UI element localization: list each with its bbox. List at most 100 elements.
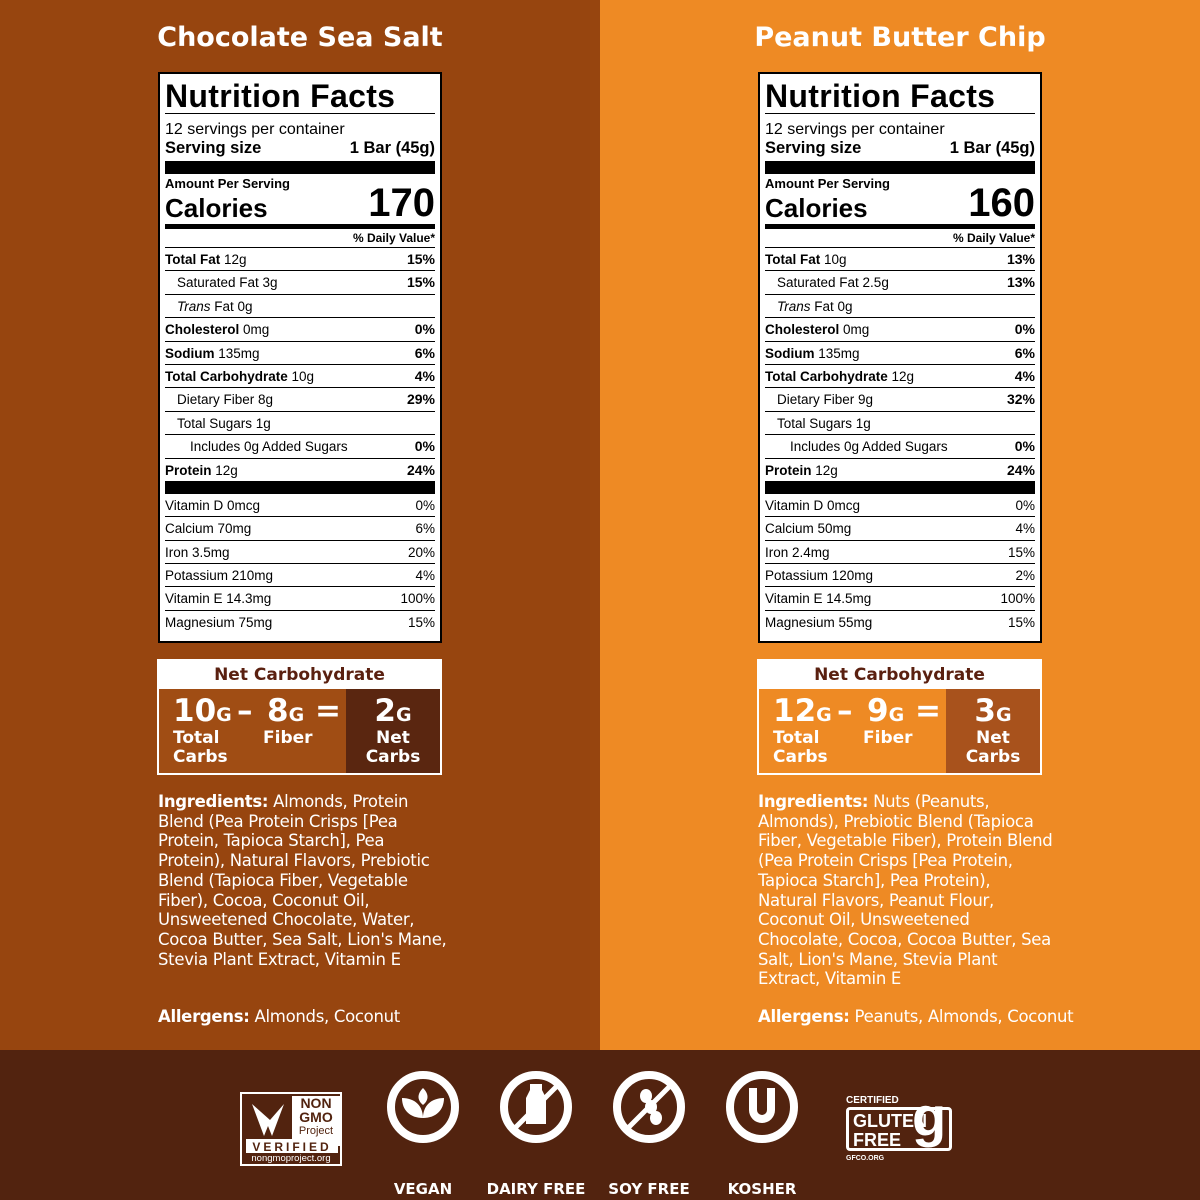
daily-value: 32% <box>1006 391 1035 408</box>
daily-value: 0% <box>414 438 435 455</box>
vitamin-row: Potassium 120mg 2% <box>765 564 1035 588</box>
product-panel: Chocolate Sea Salt Nutrition Facts 12 se… <box>0 0 600 1050</box>
nutrient-row: Total Fat 10g 13% <box>765 248 1035 272</box>
nutrient-amount: Fat 0g <box>814 298 853 314</box>
vitamin-row: Iron 2.4mg 15% <box>765 541 1035 565</box>
fiber-value: 8G <box>267 693 305 729</box>
nutrient-row: Saturated Fat 2.5g 13% <box>765 271 1035 295</box>
nutrient-name: Cholesterol <box>165 322 240 338</box>
serving-size: Serving size 1 Bar (45g) <box>165 138 435 158</box>
vitamin-name: Vitamin D 0mcg <box>165 497 261 513</box>
amount-per-serving: Amount Per Serving <box>165 176 290 191</box>
total-carbs-value: 10G <box>173 693 232 729</box>
nutrient-amount: Dietary Fiber 9g <box>777 392 874 408</box>
servings-per-container: 12 servings per container <box>765 121 945 138</box>
allergens-label: Allergens: <box>158 1007 250 1026</box>
daily-value: 0% <box>1014 321 1035 338</box>
vitamin-row: Vitamin D 0mcg 0% <box>165 494 435 518</box>
fiber-label: Fiber <box>263 728 313 748</box>
nutrient-row: Total Carbohydrate 10g 4% <box>165 365 435 389</box>
badge-label: KOSHER <box>727 1180 797 1198</box>
badge-label: VEGAN <box>393 1180 453 1198</box>
serving-size-value: 1 Bar (45g) <box>349 139 435 157</box>
badge-dairy-free: DAIRY FREE <box>487 1070 585 1198</box>
gluten-free-certified-logo: CERTIFIED GLUTEN FREE g GFCO.ORG <box>846 1089 962 1165</box>
allergens: Allergens: Almonds, Coconut <box>158 1007 400 1026</box>
badge-kosher: KOSHER <box>725 1070 799 1198</box>
badge-vegan: VEGAN <box>386 1070 460 1198</box>
allergens-text: Almonds, Coconut <box>254 1007 401 1026</box>
daily-value: 6% <box>415 521 435 537</box>
vitamin-name: Calcium 70mg <box>165 521 252 537</box>
nutrient-row: Saturated Fat 3g 15% <box>165 271 435 295</box>
serving-size-label: Serving size <box>165 139 262 157</box>
ingredients-label: Ingredients: <box>758 792 869 811</box>
ingredients: Ingredients: Almonds, Protein Blend (Pea… <box>158 792 453 969</box>
nutrient-row: Sodium 135mg 6% <box>165 342 435 365</box>
vitamin-row: Magnesium 55mg 15% <box>765 611 1035 634</box>
calories-value: 170 <box>368 181 435 225</box>
nutrient-amount: Dietary Fiber 8g <box>177 392 274 408</box>
nutrient-row: Cholesterol 0mg 0% <box>165 318 435 342</box>
nutrient-row: Total Sugars 1g <box>765 412 1035 436</box>
nutrient-name: Protein <box>165 462 212 478</box>
nutrient-row: Cholesterol 0mg 0% <box>765 318 1035 342</box>
no-soy-icon <box>613 1071 685 1143</box>
butterfly-icon <box>252 1104 284 1136</box>
net-carbs-value: 2G <box>374 693 412 729</box>
vitamin-row: Vitamin D 0mcg 0% <box>765 494 1035 518</box>
daily-value: 4% <box>1014 367 1035 384</box>
allergens: Allergens: Peanuts, Almonds, Coconut <box>758 1007 1074 1026</box>
vitamin-row: Calcium 50mg 4% <box>765 517 1035 541</box>
net-carb-calculation: Net Carbohydrate Calculation 12G TotalCa… <box>757 659 1042 775</box>
nutrient-amount: 0mg <box>243 322 270 338</box>
equals-sign: = <box>315 693 341 729</box>
net-carb-calculation: Net Carbohydrate Calculation 10G TotalCa… <box>157 659 442 775</box>
daily-value: 24% <box>406 461 435 478</box>
nutrient-row: Total Sugars 1g <box>165 412 435 436</box>
calories-row: Calories 160 <box>765 183 1035 223</box>
nutrient-amount: Fat 0g <box>214 298 253 314</box>
daily-value: 6% <box>1014 344 1035 361</box>
serving-size-label: Serving size <box>765 139 862 157</box>
nutrient-amount: 10g <box>824 252 847 267</box>
divider <box>165 481 435 494</box>
nutrient-row: Total Fat 12g 15% <box>165 248 435 272</box>
nutrient-amount: 10g <box>291 368 315 384</box>
fiber-value: 9G <box>867 693 905 729</box>
total-carbs-label: Total Carbs <box>773 728 828 767</box>
nutrient-amount: Saturated Fat 2.5g <box>777 275 889 291</box>
vitamin-name: Vitamin E 14.3mg <box>165 591 272 607</box>
divider <box>765 161 1035 174</box>
serving-size: Serving size 1 Bar (45g) <box>765 138 1035 158</box>
net-carbs-label: Net Carbs <box>365 728 421 767</box>
nutrient-amount: 12g <box>215 462 238 478</box>
certifications-footer <box>0 1050 1200 1200</box>
vitamin-name: Potassium 120mg <box>765 568 874 584</box>
daily-value: 4% <box>415 568 435 584</box>
daily-value: 24% <box>1006 461 1035 478</box>
divider <box>165 224 435 229</box>
no-milk-icon <box>500 1071 572 1143</box>
badge-soy-free: SOY FREE <box>608 1070 690 1198</box>
ingredients-text: Nuts (Peanuts, Almonds), Prebiotic Blend… <box>758 792 1053 989</box>
allergens-text: Peanuts, Almonds, Coconut <box>854 1007 1074 1026</box>
daily-value: 15% <box>1007 614 1035 630</box>
vitamin-name: Iron 2.4mg <box>765 544 830 560</box>
badge-label: DAIRY FREE <box>486 1180 586 1198</box>
vitamin-row: Vitamin E 14.5mg 100% <box>765 587 1035 611</box>
vitamin-row: Vitamin E 14.3mg 100% <box>165 587 435 611</box>
nutrient-row: Trans Fat 0g <box>165 295 435 319</box>
nutrient-name: Total Fat <box>765 252 821 267</box>
daily-value: 100% <box>400 591 435 607</box>
ingredients-label: Ingredients: <box>158 792 269 811</box>
vitamin-name: Vitamin D 0mcg <box>765 497 861 513</box>
vitamin-row: Magnesium 75mg 15% <box>165 611 435 634</box>
vitamin-name: Vitamin E 14.5mg <box>765 591 872 607</box>
nutrient-amount: Includes 0g Added Sugars <box>190 439 348 455</box>
calories-value: 160 <box>968 181 1035 225</box>
nutrient-name: Sodium <box>765 345 815 361</box>
vitamin-name: Potassium 210mg <box>165 568 274 584</box>
nutrient-amount: Saturated Fat 3g <box>177 275 278 291</box>
nutrition-facts-label: Nutrition Facts 12 servings per containe… <box>158 72 442 643</box>
